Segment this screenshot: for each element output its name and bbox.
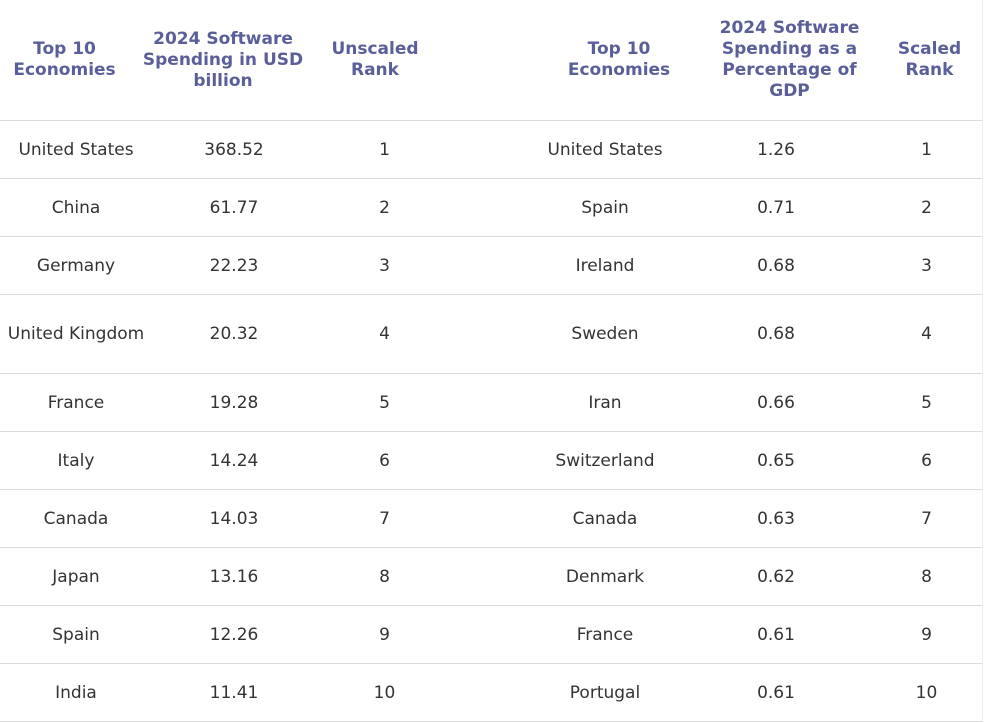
cell-spending-pct-gdp: 1.26 (757, 139, 795, 160)
cell-spending-pct-gdp: 0.68 (757, 324, 795, 344)
cell-spending-usd: 13.16 (209, 566, 259, 587)
cell-spending-usd: 368.52 (204, 139, 264, 160)
cell-country-unscaled: Germany (36, 255, 116, 276)
cell-spending-pct-gdp: 0.71 (757, 197, 795, 218)
header-top-economies-scaled: Top 10 Economies (567, 39, 671, 80)
cell-unscaled-rank: 4 (379, 324, 390, 344)
cell-spending-pct-gdp: 0.68 (757, 255, 795, 276)
cell-spending-pct-gdp: 0.65 (757, 450, 795, 471)
cell-spending-pct-gdp: 0.61 (757, 682, 795, 703)
header-unscaled-rank: Unscaled Rank (331, 39, 419, 80)
cell-unscaled-rank: 1 (379, 139, 390, 160)
cell-spending-pct-gdp: 0.63 (757, 508, 795, 529)
cell-country-unscaled: United Kingdom (7, 324, 145, 344)
cell-scaled-rank: 4 (921, 324, 932, 344)
cell-scaled-rank: 10 (915, 682, 938, 703)
header-software-spending-usd: 2024 Software Spending in USD billion (142, 28, 304, 91)
cell-spending-usd: 20.32 (209, 324, 259, 344)
cell-country-unscaled: India (55, 682, 97, 703)
cell-spending-pct-gdp: 0.66 (757, 392, 795, 413)
table-row: United Kingdom 20.32 4 Sweden 0.68 4 (0, 295, 982, 374)
cell-scaled-rank: 6 (921, 450, 932, 471)
cell-country-unscaled: Canada (43, 508, 109, 529)
cell-scaled-rank: 3 (921, 255, 932, 276)
table-row: Germany 22.23 3 Ireland 0.68 3 (0, 237, 982, 295)
table-row: India 11.41 10 Portugal 0.61 10 (0, 664, 982, 722)
cell-unscaled-rank: 5 (379, 392, 390, 413)
table-row: Spain 12.26 9 France 0.61 9 (0, 606, 982, 664)
table-row: Japan 13.16 8 Denmark 0.62 8 (0, 548, 982, 606)
table-body: United States 368.52 1 United States 1.26 1 Ch… (0, 121, 982, 722)
cell-country-scaled: France (576, 624, 634, 645)
cell-country-scaled: Spain (581, 197, 629, 218)
cell-spending-usd: 14.24 (209, 450, 259, 471)
cell-unscaled-rank: 8 (379, 566, 390, 587)
cell-spending-usd: 14.03 (209, 508, 259, 529)
cell-spending-pct-gdp: 0.62 (757, 566, 795, 587)
cell-unscaled-rank: 10 (373, 682, 396, 703)
table-header-row: Top 10 Economies 2024 Software Spending … (0, 0, 982, 121)
cell-spending-usd: 61.77 (209, 197, 259, 218)
cell-unscaled-rank: 3 (379, 255, 390, 276)
cell-spending-usd: 12.26 (209, 624, 259, 645)
table-row: China 61.77 2 Spain 0.71 2 (0, 179, 982, 237)
table-row: Italy 14.24 6 Switzerland 0.65 6 (0, 432, 982, 490)
table-row: Canada 14.03 7 Canada 0.63 7 (0, 490, 982, 548)
cell-country-unscaled: United States (18, 139, 134, 160)
cell-scaled-rank: 7 (921, 508, 932, 529)
cell-spending-pct-gdp: 0.61 (757, 624, 795, 645)
table-row: France 19.28 5 Iran 0.66 5 (0, 374, 982, 432)
cell-country-unscaled: Japan (52, 566, 100, 587)
header-software-spending-pct-gdp: 2024 Software Spending as a Percentage o… (719, 18, 860, 101)
table-row: United States 368.52 1 United States 1.26 1 (0, 121, 982, 179)
cell-unscaled-rank: 9 (379, 624, 390, 645)
cell-scaled-rank: 1 (921, 139, 932, 160)
cell-country-scaled: Portugal (569, 682, 641, 703)
cell-scaled-rank: 5 (921, 392, 932, 413)
cell-spending-usd: 22.23 (209, 255, 259, 276)
cell-unscaled-rank: 2 (379, 197, 390, 218)
cell-country-scaled: Canada (572, 508, 638, 529)
cell-country-unscaled: Italy (57, 450, 95, 471)
header-top-economies: Top 10 Economies (13, 39, 116, 80)
cell-country-scaled: United States (547, 139, 663, 160)
cell-country-unscaled: China (51, 197, 101, 218)
cell-country-scaled: Ireland (575, 255, 635, 276)
cell-country-unscaled: Spain (52, 624, 100, 645)
cell-country-scaled: Denmark (565, 566, 645, 587)
cell-country-scaled: Iran (588, 392, 622, 413)
cell-scaled-rank: 9 (921, 624, 932, 645)
cell-country-scaled: Sweden (571, 324, 639, 344)
cell-scaled-rank: 8 (921, 566, 932, 587)
cell-scaled-rank: 2 (921, 197, 932, 218)
cell-country-unscaled: France (47, 392, 105, 413)
cell-unscaled-rank: 7 (379, 508, 390, 529)
cell-unscaled-rank: 6 (379, 450, 390, 471)
header-scaled-rank: Scaled Rank (897, 39, 962, 80)
cell-spending-usd: 19.28 (209, 392, 259, 413)
cell-spending-usd: 11.41 (209, 682, 259, 703)
cell-country-scaled: Switzerland (555, 450, 655, 471)
